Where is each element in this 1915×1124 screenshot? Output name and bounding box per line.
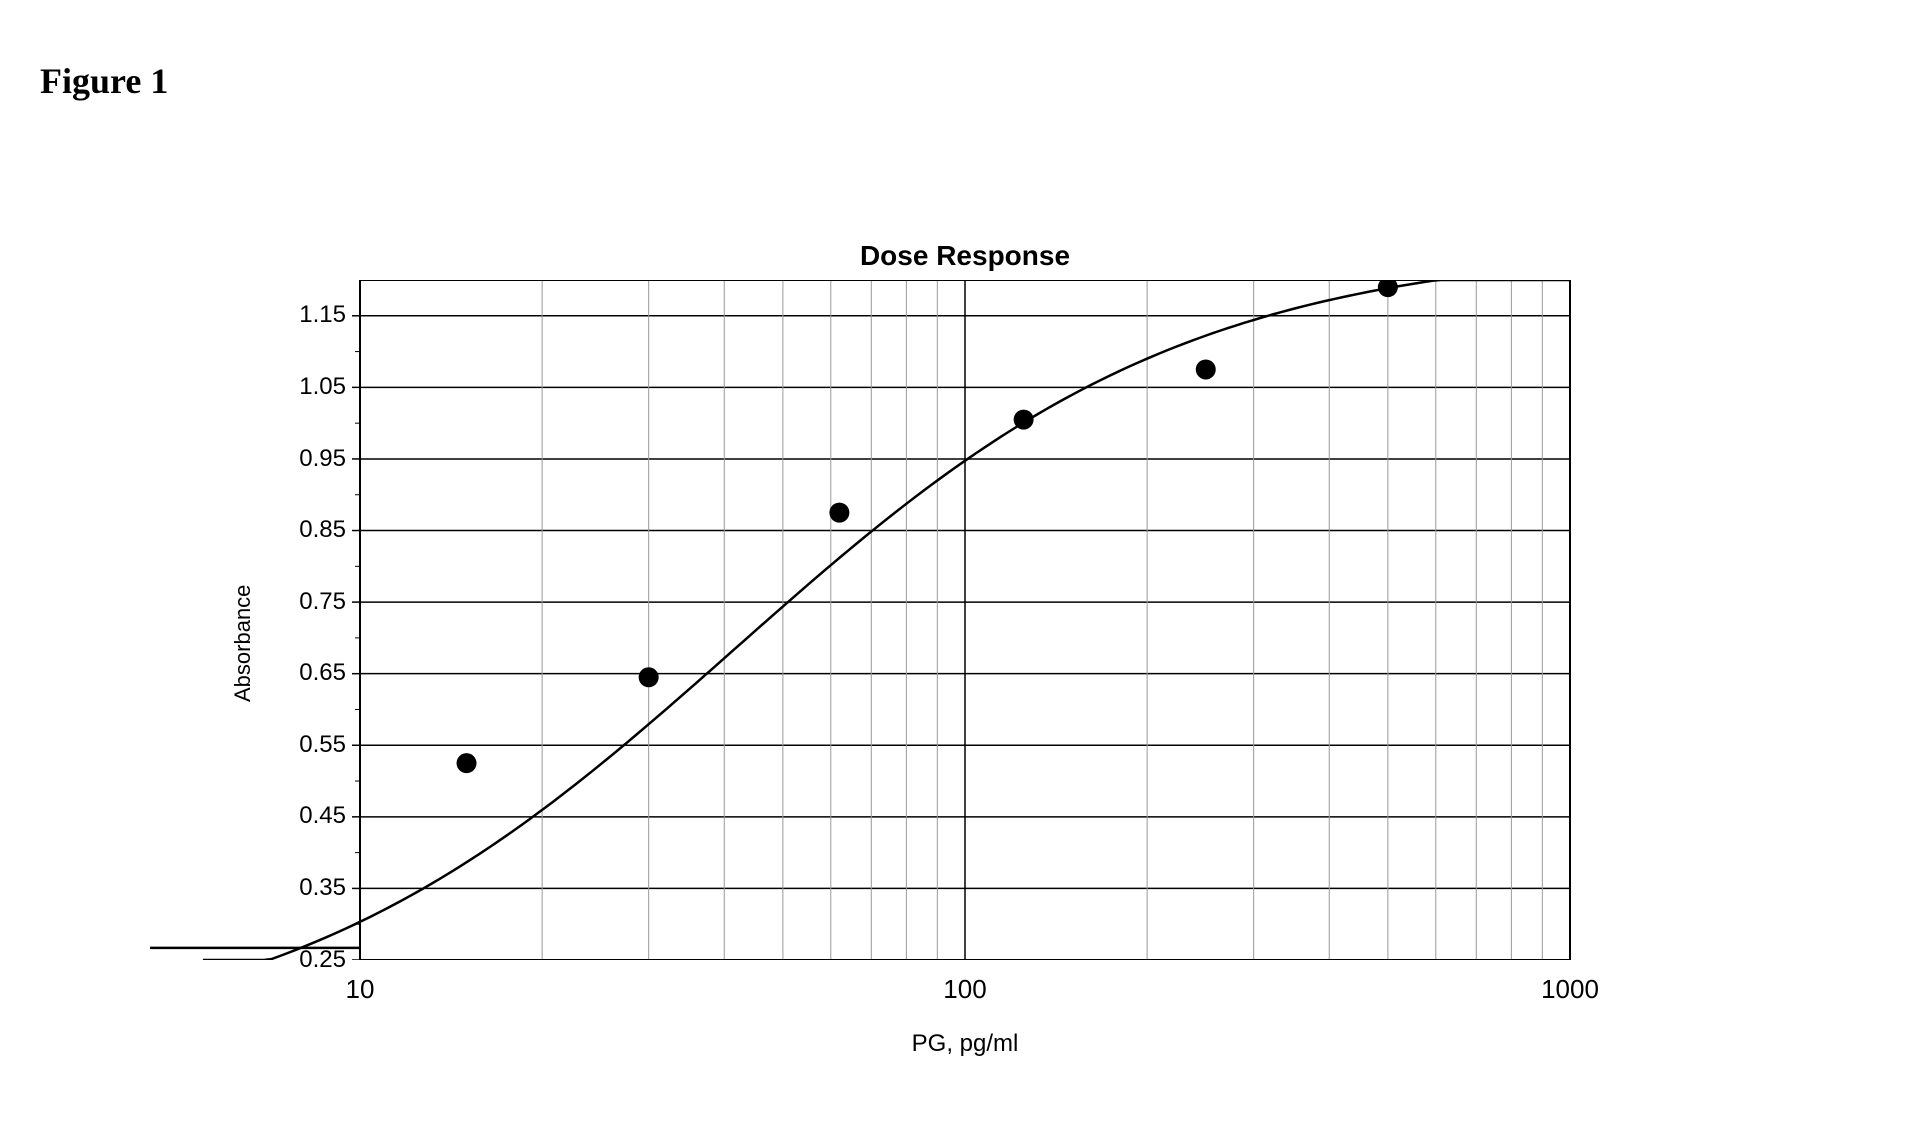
y-tick-label: 0.25	[299, 946, 346, 974]
y-tick-label: 1.15	[299, 301, 346, 329]
x-tick-label: 100	[935, 974, 995, 1005]
y-tick-label: 0.75	[299, 588, 346, 616]
y-tick-label: 0.85	[299, 516, 346, 544]
page-container: { "figure_label": { "text": "Figure 1", …	[0, 0, 1915, 1124]
x-axis-label: PG, pg/ml	[360, 1030, 1570, 1058]
y-tick-label: 1.05	[299, 373, 346, 401]
y-tick-label: 0.65	[299, 659, 346, 687]
x-tick-label: 10	[330, 974, 390, 1005]
chart-title: Dose Response	[360, 240, 1570, 272]
y-tick-label: 0.35	[299, 874, 346, 902]
x-tick-label: 1000	[1540, 974, 1600, 1005]
figure-label: Figure 1	[40, 60, 168, 102]
y-tick-label: 0.55	[299, 731, 346, 759]
y-tick-label: 0.45	[299, 802, 346, 830]
y-tick-label: 0.95	[299, 445, 346, 473]
